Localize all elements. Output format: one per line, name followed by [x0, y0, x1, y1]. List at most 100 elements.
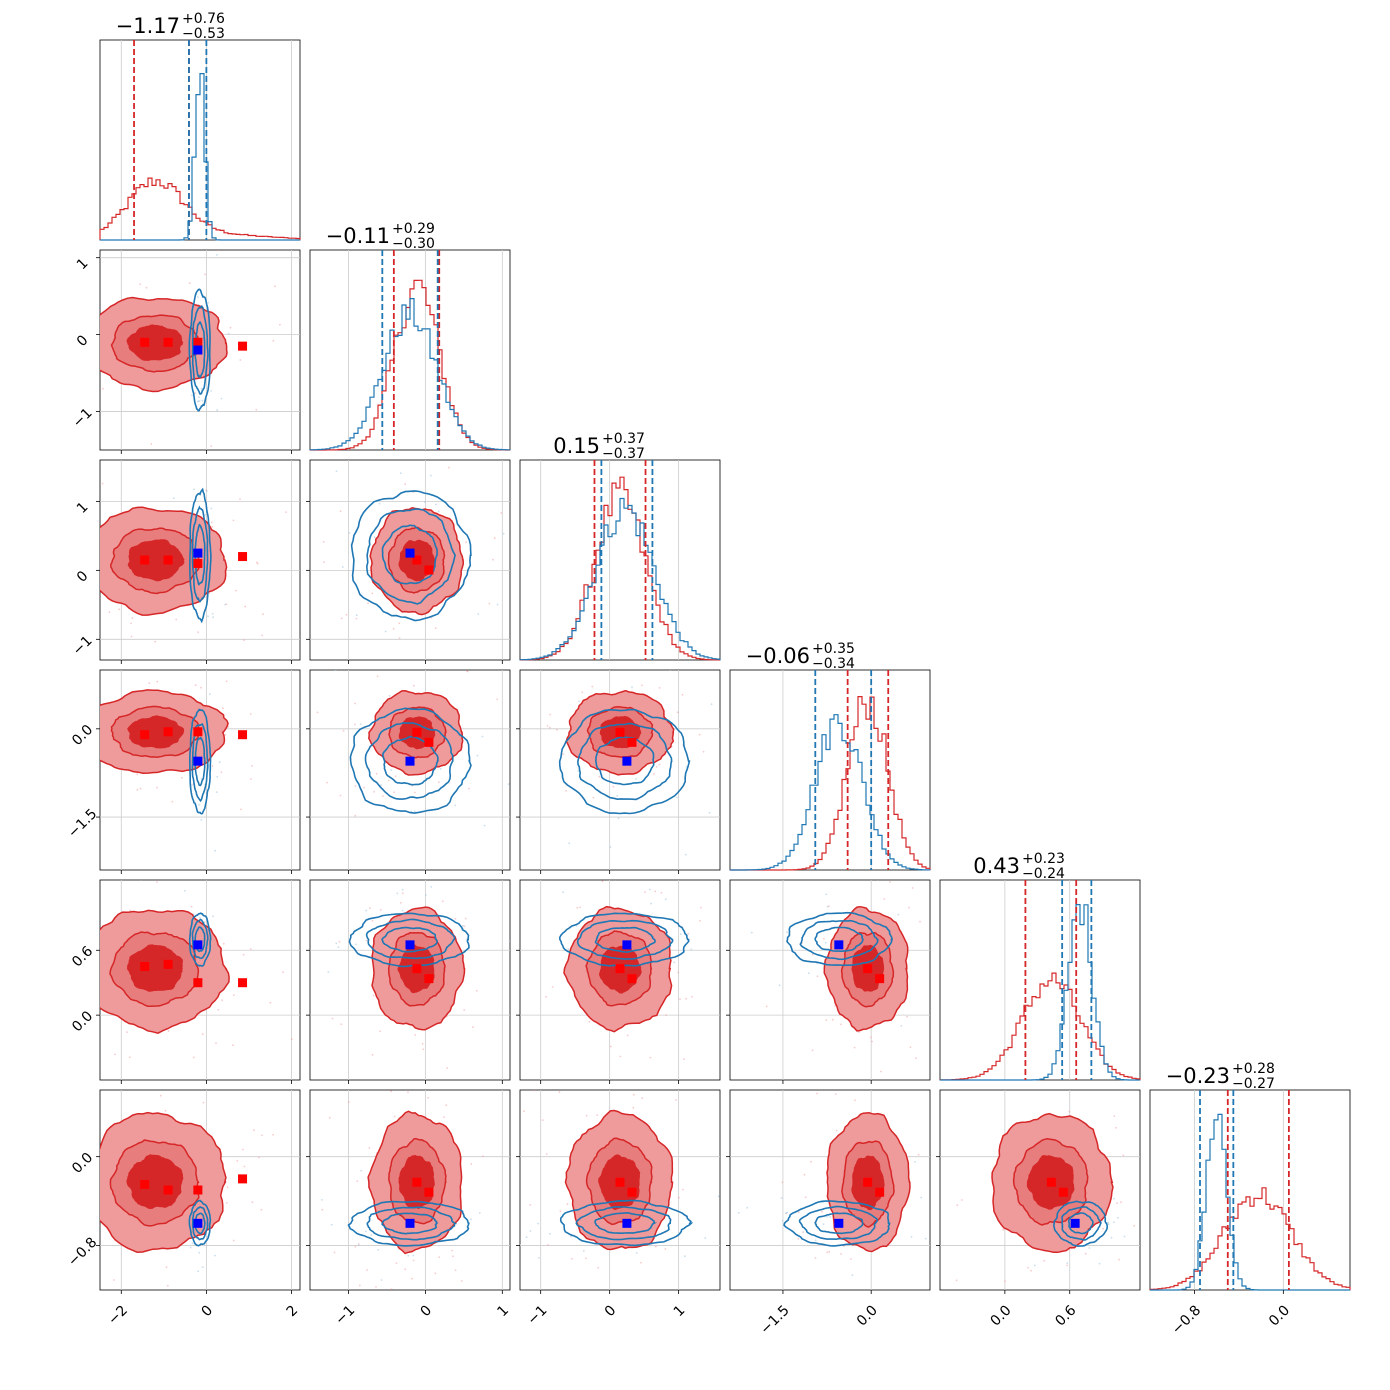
blue-marker — [834, 1218, 844, 1228]
red-contour-core-1-0 — [126, 324, 184, 361]
red-sample — [811, 1049, 814, 1052]
blue-sample — [476, 754, 479, 757]
blue-sample — [210, 390, 213, 392]
blue-sample — [1066, 1262, 1069, 1264]
red-sample — [399, 902, 402, 904]
blue-sample — [785, 1212, 787, 1215]
red-sample — [511, 527, 513, 529]
red-marker — [627, 1187, 637, 1197]
blue-sample — [822, 1223, 825, 1225]
red-sample — [224, 734, 227, 736]
red-contour-core-5-0 — [126, 1154, 184, 1209]
y-tick-label-1-2: 1 — [74, 255, 92, 273]
blue-contour-1-0-2 — [188, 288, 211, 412]
red-sample — [441, 900, 444, 903]
blue-marker — [193, 548, 203, 558]
blue-sample — [704, 1237, 707, 1239]
blue-contour-5-3-2 — [783, 1200, 891, 1247]
blue-sample — [616, 795, 619, 797]
blue-contour-5-3-1 — [798, 1205, 879, 1241]
red-contour-core-4-0 — [127, 944, 183, 992]
y-tick-label-2-2: 1 — [74, 499, 92, 517]
red-sample — [89, 667, 91, 669]
red-marker — [193, 558, 203, 568]
blue-sample — [567, 948, 570, 950]
red-sample — [136, 773, 139, 776]
blue-sample — [1110, 1236, 1113, 1239]
red-sample — [367, 602, 369, 605]
red-sample — [1004, 1280, 1006, 1283]
blue-sample — [197, 400, 199, 403]
x-tick-label-2-1: 0 — [602, 1302, 620, 1320]
red-sample — [781, 1181, 784, 1184]
blue-sample — [502, 532, 505, 535]
blue-sample — [829, 1216, 832, 1218]
red-sample — [291, 1038, 293, 1041]
blue-contour-3-0-2 — [189, 708, 212, 815]
red-sample — [853, 1046, 856, 1049]
red-sample — [366, 1269, 368, 1271]
red-sample — [661, 1362, 663, 1364]
red-sample — [40, 508, 42, 510]
blue-sample — [786, 931, 788, 934]
red-sample — [132, 667, 134, 669]
blue-sample — [1112, 1221, 1115, 1223]
red-sample — [472, 1026, 474, 1028]
red-sample — [242, 953, 245, 956]
red-sample — [150, 443, 153, 445]
x-tick-label-4-0: 0.0 — [988, 1302, 1015, 1329]
red-marker — [412, 964, 422, 974]
red-sample — [375, 1286, 377, 1288]
red-sample — [34, 359, 36, 361]
red-sample — [1111, 1339, 1113, 1341]
scatter-panel-1-0 — [34, 249, 301, 454]
red-sample — [482, 1155, 484, 1158]
red-sample — [598, 775, 601, 778]
red-sample — [609, 1045, 612, 1048]
blue-sample — [933, 1201, 935, 1203]
red-sample — [300, 552, 302, 554]
red-sample — [16, 1170, 18, 1172]
blue-histogram-0 — [100, 73, 300, 241]
red-sample — [269, 1001, 272, 1004]
red-sample — [891, 1298, 893, 1300]
red-sample — [63, 1167, 65, 1169]
red-sample — [1011, 1295, 1013, 1297]
red-sample — [644, 891, 646, 893]
red-sample — [129, 909, 132, 912]
blue-marker — [1070, 1218, 1080, 1228]
red-sample — [97, 946, 99, 948]
blue-sample — [385, 875, 387, 877]
blue-sample — [538, 1257, 540, 1259]
blue-sample — [635, 1252, 638, 1254]
red-sample — [394, 775, 397, 778]
red-sample — [108, 611, 111, 614]
red-sample — [451, 1249, 453, 1252]
blue-sample — [193, 488, 196, 491]
red-marker — [193, 337, 203, 347]
blue-histogram-2 — [519, 497, 721, 661]
blue-sample — [198, 1251, 201, 1254]
red-sample — [434, 1272, 437, 1275]
blue-sample — [750, 931, 753, 934]
red-sample — [114, 1053, 116, 1056]
blue-sample — [200, 818, 203, 821]
red-sample — [515, 1120, 517, 1122]
blue-marker — [193, 756, 203, 766]
red-sample — [232, 1239, 235, 1242]
param-title-minus-1: −0.30 — [392, 236, 435, 252]
blue-sample — [462, 924, 464, 927]
red-sample — [52, 551, 54, 553]
red-sample — [857, 1031, 860, 1033]
red-sample — [635, 874, 637, 876]
x-tick-label-4-1: 0.6 — [1052, 1302, 1079, 1329]
blue-sample — [334, 670, 337, 672]
red-sample — [239, 498, 241, 500]
red-sample — [393, 1115, 396, 1118]
red-marker — [238, 341, 248, 351]
red-sample — [811, 953, 814, 956]
blue-sample — [1107, 1221, 1109, 1224]
y-tick-label-3-1: 0.0 — [69, 722, 96, 749]
red-marker — [627, 737, 637, 747]
blue-sample — [360, 1169, 363, 1172]
